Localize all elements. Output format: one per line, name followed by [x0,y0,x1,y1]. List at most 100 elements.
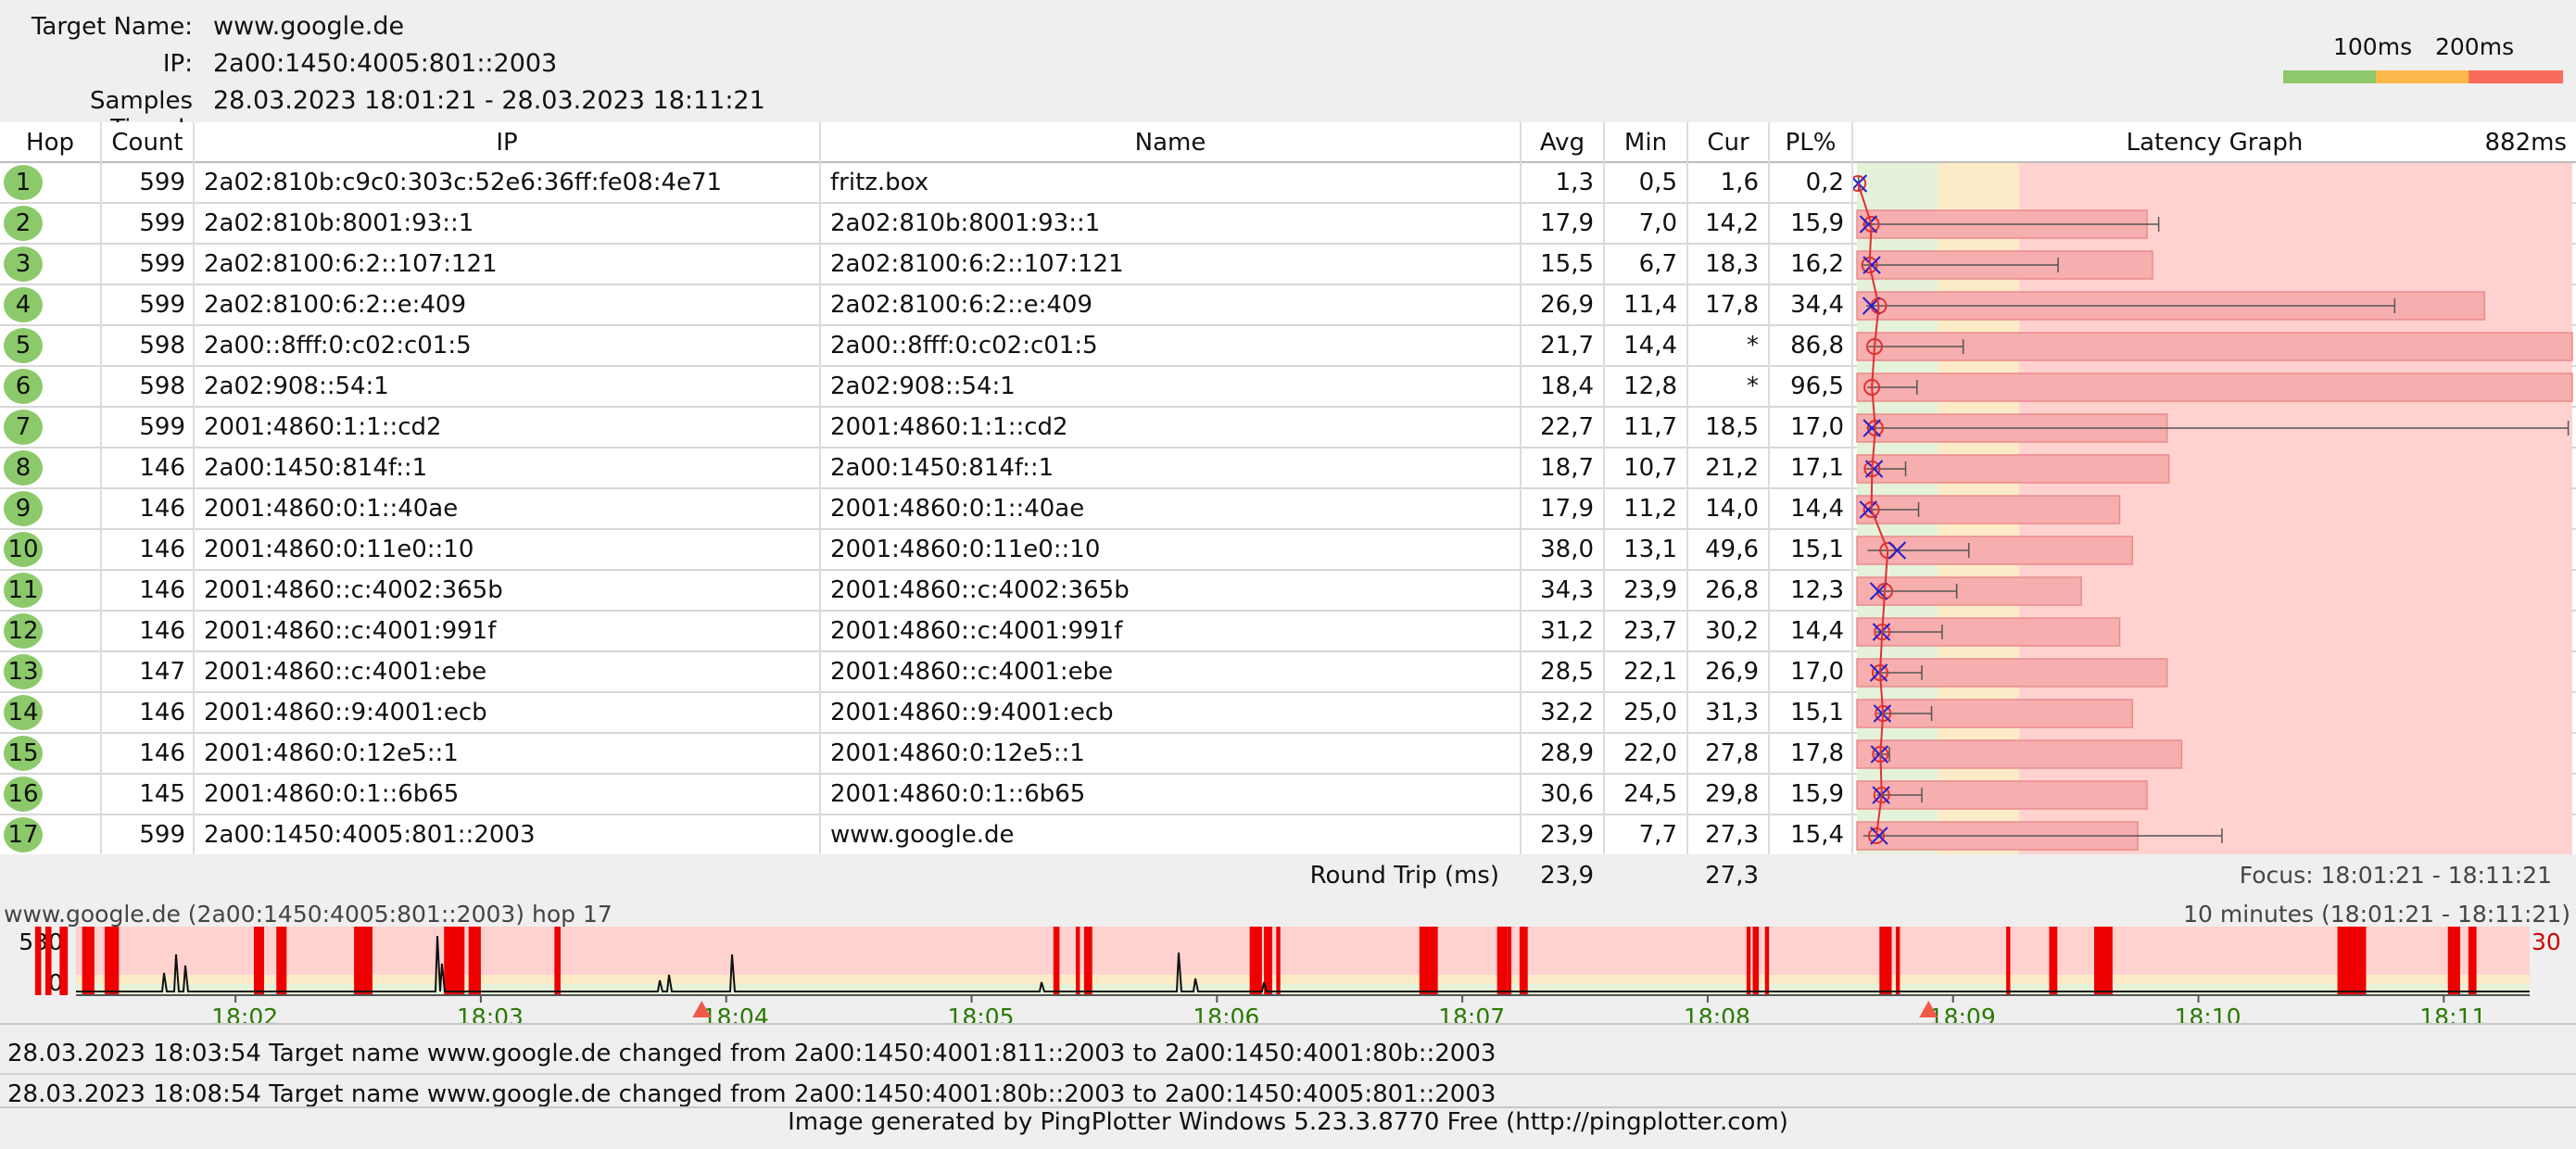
cell-name: 2001:4860:0:11e0::10 [830,536,1101,563]
cell-count: 146 [139,495,185,523]
legend-good-swatch [2283,70,2376,83]
cell-min: 13,1 [1623,536,1677,563]
table-row[interactable]: 15 146 2001:4860:0:12e5::1 2001:4860:0:12e5… [0,734,2576,775]
table-row[interactable]: 9 146 2001:4860:0:1::40ae 2001:4860:0:1::40… [0,489,2576,530]
packet-loss-spike [2006,927,2011,995]
cell-name: www.google.de [830,821,1015,849]
cell-cur: 27,8 [1705,739,1759,767]
cell-min: 10,7 [1623,454,1677,482]
cell-name: fritz.box [830,169,929,196]
cell-ip: 2001:4860:0:1::40ae [204,495,459,523]
legend-200ms-label: 200ms [2435,33,2515,60]
packet-loss-spike [1507,927,1512,995]
table-row[interactable]: 14 146 2001:4860::9:4001:ecb 2001:4860::9:4… [0,693,2576,734]
table-row[interactable]: 13 147 2001:4860::c:4001:ebe 2001:4860::c:4… [0,652,2576,693]
cell-min: 24,5 [1623,780,1677,808]
table-row[interactable]: 11 146 2001:4860::c:4002:365b 2001:4860::c:… [0,571,2576,612]
cur-marker [1859,215,1878,234]
table-row[interactable]: 2 599 2a02:810b:8001:93::1 2a02:810b:8001:9… [0,204,2576,245]
cell-count: 599 [139,169,185,196]
hop-number: 7 [4,410,43,445]
packet-loss-spike [1076,927,1080,995]
table-row[interactable]: 10 146 2001:4860:0:11e0::10 2001:4860:0:11e… [0,530,2576,571]
cell-pl: 15,4 [1790,821,1844,849]
hop-number: 10 [4,532,43,567]
packet-loss-spike [2049,927,2058,995]
col-cur[interactable]: Cur [1688,122,1770,163]
packet-loss-spike [253,927,265,995]
cell-min: 7,0 [1638,209,1677,237]
packet-loss-spike [1083,927,1092,995]
cell-ip: 2a02:8100:6:2::107:121 [204,250,498,278]
col-ip[interactable]: IP [195,122,821,163]
cell-pl: 17,1 [1790,454,1844,482]
table-row[interactable]: 7 599 2001:4860:1:1::cd2 2001:4860:1:1::cd2… [0,408,2576,448]
cell-ip: 2001:4860:0:1::6b65 [204,780,460,808]
cell-ip: 2a02:810b:c9c0:303c:52e6:36ff:fe08:4e71 [204,169,723,196]
cell-ip: 2001:4860:1:1::cd2 [204,413,442,441]
col-latency-graph[interactable]: Latency Graph 882ms [1853,122,2576,163]
timeline-panel: www.google.de (2a00:1450:4005:801::2003)… [0,897,2576,1023]
cell-pl: 17,8 [1790,739,1844,767]
cell-ip: 2a00:1450:4005:801::2003 [204,821,536,849]
cell-name: 2001:4860::c:4001:ebe [830,658,1114,686]
table-row[interactable]: 1 599 2a02:810b:c9c0:303c:52e6:36ff:fe08:4… [0,163,2576,204]
latency-graph [1849,163,2574,856]
packet-loss-bar [1856,332,2573,361]
latency-trace [76,935,2530,992]
cur-marker [1863,256,1881,274]
timeline-tick-label: 18:06 [1193,1004,1259,1023]
packet-loss-spike [468,927,481,995]
cell-cur: 18,3 [1705,250,1759,278]
timeline-tick-label: 18:08 [1684,1004,1750,1023]
cell-ip: 2a02:908::54:1 [204,372,389,400]
legend-warn-swatch [2376,70,2469,83]
hop-number: 9 [4,491,43,526]
column-separator [1686,122,1688,854]
table-row[interactable]: 3 599 2a02:8100:6:2::107:121 2a02:8100:6:2:… [0,245,2576,285]
packet-loss-spike [2337,927,2367,995]
cell-count: 598 [139,372,185,400]
table-row[interactable]: 4 599 2a02:8100:6:2::e:409 2a02:8100:6:2::e… [0,285,2576,326]
hop-number: 3 [4,246,43,282]
col-pl[interactable]: PL% [1770,122,1853,163]
packet-loss-spike [1752,927,1760,995]
hop-number: 14 [4,695,43,730]
column-separator [1520,122,1522,854]
cur-marker [1863,419,1881,437]
packet-loss-bar [1856,658,2168,688]
table-row[interactable]: 5 598 2a00::8fff:0:c02:c01:5 2a00::8fff:0:c… [0,326,2576,367]
cell-avg: 18,7 [1540,454,1594,482]
timeline-chart[interactable]: 18:02 18:03 18:04 18:05 18:06 18:07 18:08 18:09… [0,925,2576,1023]
table-row[interactable]: 12 146 2001:4860::c:4001:991f 2001:4860::c:… [0,612,2576,652]
col-count[interactable]: Count [102,122,195,163]
cell-min: 7,7 [1638,821,1677,849]
cell-cur: 21,2 [1705,454,1759,482]
packet-loss-spike [354,927,373,995]
cell-pl: 16,2 [1790,250,1844,278]
latency-graph-svg [1849,163,2573,856]
cell-count: 146 [139,576,185,604]
col-min[interactable]: Min [1605,122,1688,163]
table-row[interactable]: 16 145 2001:4860:0:1::6b65 2001:4860:0:1::6… [0,775,2576,815]
cell-cur: 26,8 [1705,576,1759,604]
cell-name: 2001:4860:1:1::cd2 [830,413,1068,441]
table-row[interactable]: 6 598 2a02:908::54:1 2a02:908::54:1 18,4 12,8… [0,367,2576,408]
packet-loss-bar [1856,454,2170,484]
table-row[interactable]: 8 146 2a00:1450:814f::1 2a00:1450:814f::1 18… [0,448,2576,489]
packet-loss-spike [104,927,120,995]
packet-loss-bar [1856,739,2183,769]
hop-number: 11 [4,573,43,608]
cur-marker [1869,663,1888,682]
col-name[interactable]: Name [821,122,1522,163]
cell-pl: 17,0 [1790,658,1844,686]
col-hop[interactable]: Hop [0,122,102,163]
cell-count: 145 [139,780,185,808]
cell-name: 2001:4860:0:12e5::1 [830,739,1085,767]
timeline-tick-label: 18:07 [1438,1004,1505,1023]
cell-pl: 14,4 [1790,495,1844,523]
cell-cur: * [1747,332,1759,360]
col-avg[interactable]: Avg [1522,122,1605,163]
packet-loss-spike [59,927,69,995]
cell-name: 2001:4860:0:1::40ae [830,495,1085,523]
